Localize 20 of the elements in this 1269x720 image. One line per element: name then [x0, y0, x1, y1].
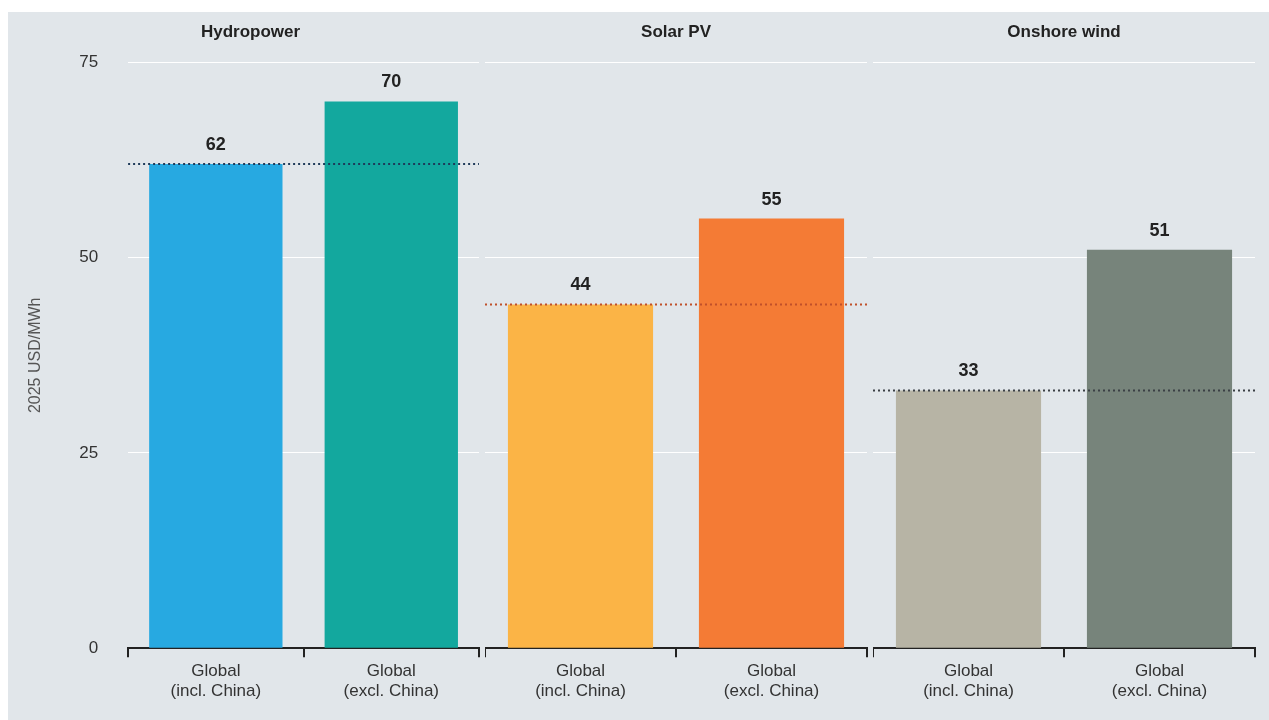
data-label: 33: [958, 360, 979, 381]
y-tick-label: 75: [79, 52, 99, 72]
data-label: 55: [761, 188, 782, 209]
chart-title: Hydropower: [200, 21, 301, 41]
chart-title: Solar PV: [641, 21, 712, 41]
y-axis-title: 2025 USD/MWh: [26, 297, 44, 414]
y-tick-label: 50: [79, 247, 99, 267]
data-label: 62: [205, 133, 226, 154]
x-tick-label: Global (incl. China): [535, 661, 626, 701]
data-label: 44: [570, 274, 591, 295]
x-tick-label: Global (incl. China): [170, 661, 262, 701]
x-tick-label: Global (incl. China): [923, 661, 1014, 701]
x-tick-label: Global (excl. China): [343, 661, 439, 701]
data-label: 51: [1149, 219, 1170, 240]
x-tick-label: Global (excl. China): [1111, 661, 1208, 701]
data-label: 70: [381, 71, 402, 92]
y-tick-label: 25: [79, 442, 99, 462]
y-tick-label: 0: [88, 637, 99, 657]
chart-title: Onshore wind: [1007, 21, 1121, 41]
x-tick-label: Global (excl. China): [723, 661, 820, 701]
